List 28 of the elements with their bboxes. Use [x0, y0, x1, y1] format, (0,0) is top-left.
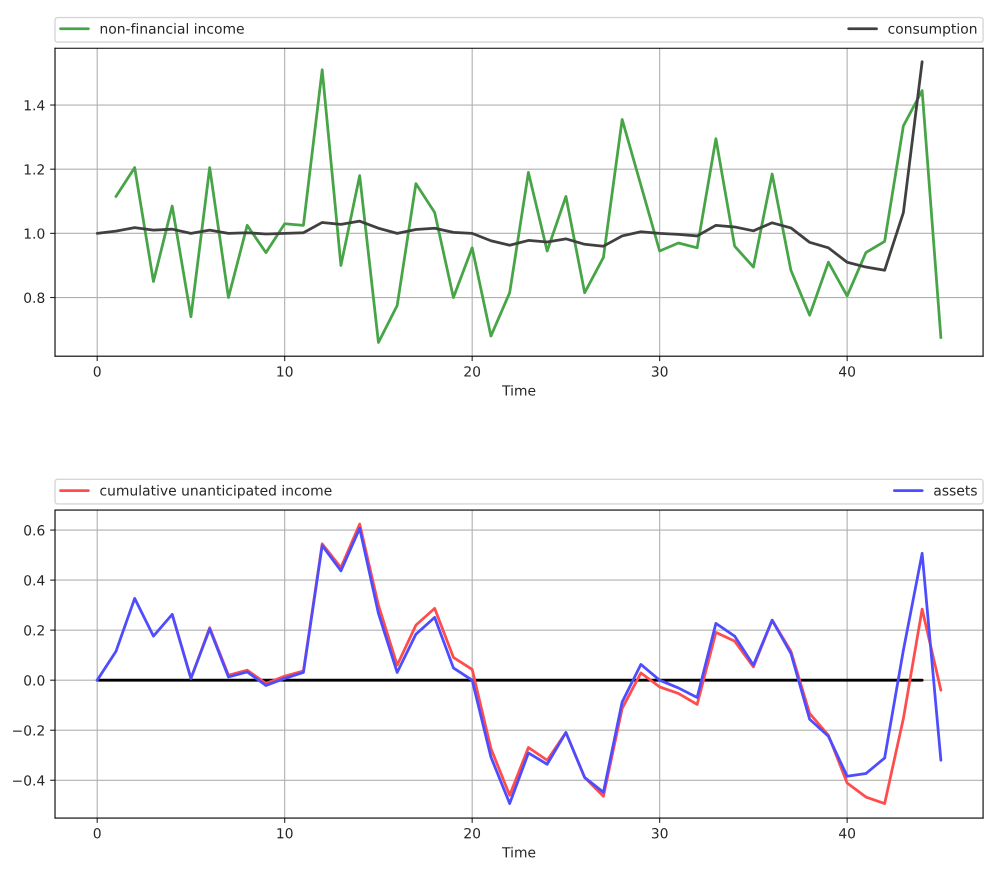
y-tick-label: −0.2 [13, 725, 44, 736]
y-tick-label: 1.4 [24, 100, 45, 110]
y-tick-label: 0.0 [24, 675, 44, 686]
x-tick-label: 30 [652, 828, 668, 839]
x-tick-label: 0 [94, 828, 101, 839]
x-tick-label: 0 [94, 366, 101, 377]
y-tick-label: −0.4 [13, 775, 45, 786]
line-series [96, 60, 924, 272]
legend-label: non-financial income [100, 23, 244, 34]
y-tick-label: 0.2 [24, 625, 44, 636]
legend-label: consumption [888, 23, 976, 37]
y-tick-label: 0.4 [24, 575, 45, 586]
x-tick-label: 10 [277, 366, 293, 377]
y-tick-label: 1.0 [24, 228, 44, 239]
x-axis-title: Time [502, 846, 536, 858]
x-tick-label: 20 [464, 828, 480, 839]
x-tick-label: 10 [277, 828, 293, 839]
x-axis-title: Time [502, 384, 536, 396]
y-tick-label: 0.8 [24, 292, 44, 304]
y-tick-label: 0.6 [24, 525, 44, 536]
x-tick-label: 40 [838, 366, 856, 377]
x-tick-label: 20 [464, 366, 480, 377]
x-tick-label: 30 [652, 366, 668, 377]
legend-label: assets [934, 486, 977, 496]
x-tick-label: 40 [838, 828, 856, 839]
legend-label: cumulative unanticipated income [100, 484, 332, 498]
line-series [114, 68, 942, 344]
y-tick-label: 1.2 [24, 164, 44, 174]
